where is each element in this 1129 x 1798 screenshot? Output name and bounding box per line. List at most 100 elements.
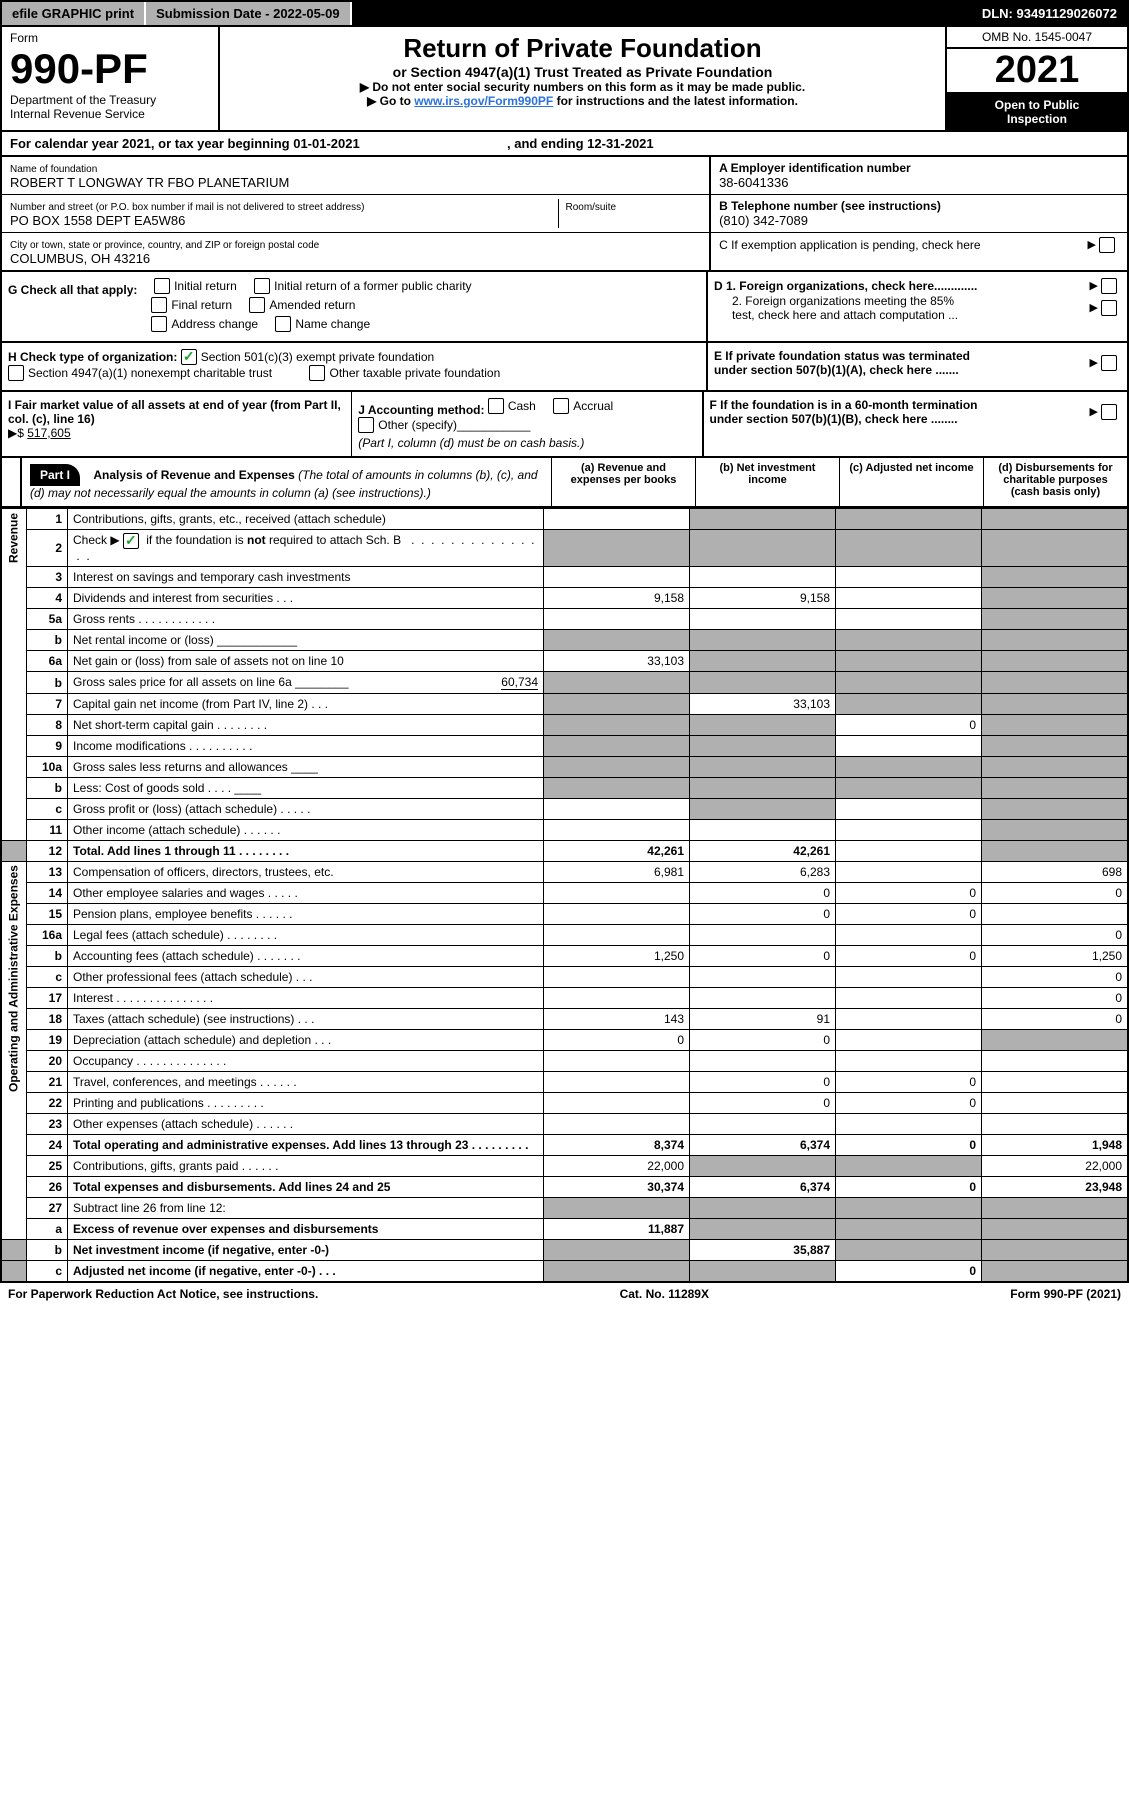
g-label: G Check all that apply:	[8, 283, 137, 297]
j-other: Other (specify)	[378, 418, 457, 432]
g-address-checkbox[interactable]	[151, 316, 167, 332]
c-checkbox[interactable]	[1099, 237, 1115, 253]
ein-label: A Employer identification number	[719, 161, 911, 175]
ij-left: I Fair market value of all assets at end…	[2, 392, 702, 456]
h-other-checkbox[interactable]	[309, 365, 325, 381]
r1-desc: Contributions, gifts, grants, etc., rece…	[68, 509, 544, 530]
foundation-name: ROBERT T LONGWAY TR FBO PLANETARIUM	[10, 175, 701, 190]
r24-b: 6,374	[690, 1135, 836, 1156]
table-row: 24Total operating and administrative exp…	[1, 1135, 1128, 1156]
r27b-desc: Net investment income (if negative, ente…	[68, 1240, 544, 1261]
r16b-num: b	[27, 946, 68, 967]
j-other-checkbox[interactable]	[358, 417, 374, 433]
ein-value: 38-6041336	[719, 175, 1119, 190]
g-name-checkbox[interactable]	[275, 316, 291, 332]
part1-title-cell: Part I Analysis of Revenue and Expenses …	[22, 458, 551, 506]
r27c-c: 0	[836, 1261, 982, 1283]
table-row: bNet investment income (if negative, ent…	[1, 1240, 1128, 1261]
top-bar: efile GRAPHIC print Submission Date - 20…	[0, 0, 1129, 27]
dln-label: DLN: 93491129026072	[972, 2, 1127, 25]
note-1: ▶ Do not enter social security numbers o…	[228, 80, 937, 94]
r6b-extra: 60,734	[501, 675, 538, 690]
r16c-desc: Other professional fees (attach schedule…	[68, 967, 544, 988]
form-number: 990-PF	[10, 45, 210, 93]
r14-b: 0	[690, 883, 836, 904]
r6b-num: b	[27, 672, 68, 694]
r21-num: 21	[27, 1072, 68, 1093]
h-501c3-checkbox[interactable]	[181, 349, 197, 365]
r17-num: 17	[27, 988, 68, 1009]
table-row: 3Interest on savings and temporary cash …	[1, 567, 1128, 588]
g-initial-former-checkbox[interactable]	[254, 278, 270, 294]
r17-desc: Interest . . . . . . . . . . . . . . .	[68, 988, 544, 1009]
r15-desc: Pension plans, employee benefits . . . .…	[68, 904, 544, 925]
e-checkbox[interactable]	[1101, 355, 1117, 371]
d1-label: D 1. Foreign organizations, check here..…	[714, 279, 977, 293]
r3-num: 3	[27, 567, 68, 588]
table-row: 5aGross rents . . . . . . . . . . . .	[1, 609, 1128, 630]
r4-num: 4	[27, 588, 68, 609]
r20-num: 20	[27, 1051, 68, 1072]
h-left: H Check type of organization: Section 50…	[2, 343, 706, 390]
table-row: bLess: Cost of goods sold . . . . ____	[1, 778, 1128, 799]
f-right: F If the foundation is in a 60-month ter…	[702, 392, 1127, 456]
table-row: 6aNet gain or (loss) from sale of assets…	[1, 651, 1128, 672]
h-4947-checkbox[interactable]	[8, 365, 24, 381]
r2-checkbox[interactable]	[123, 533, 139, 549]
r19-b: 0	[690, 1030, 836, 1051]
f-checkbox[interactable]	[1101, 404, 1117, 420]
r15-num: 15	[27, 904, 68, 925]
r16b-b: 0	[690, 946, 836, 967]
r4-b: 9,158	[690, 588, 836, 609]
j-cash-checkbox[interactable]	[488, 398, 504, 414]
d2-label: 2. Foreign organizations meeting the 85%…	[732, 294, 958, 322]
table-row: 27Subtract line 26 from line 12:	[1, 1198, 1128, 1219]
form-link[interactable]: www.irs.gov/Form990PF	[414, 94, 553, 108]
r26-num: 26	[27, 1177, 68, 1198]
table-row: 19Depreciation (attach schedule) and dep…	[1, 1030, 1128, 1051]
r8-num: 8	[27, 715, 68, 736]
footer-right: Form 990-PF (2021)	[1010, 1287, 1121, 1301]
g-amended-checkbox[interactable]	[249, 297, 265, 313]
r23-num: 23	[27, 1114, 68, 1135]
j-accrual-checkbox[interactable]	[553, 398, 569, 414]
g-final: Final return	[171, 298, 232, 312]
d2-checkbox[interactable]	[1101, 300, 1117, 316]
table-row: Revenue 1Contributions, gifts, grants, e…	[1, 509, 1128, 530]
r20-desc: Occupancy . . . . . . . . . . . . . .	[68, 1051, 544, 1072]
table-row: cOther professional fees (attach schedul…	[1, 967, 1128, 988]
col-a-head: (a) Revenue and expenses per books	[551, 458, 695, 506]
g-initial-checkbox[interactable]	[154, 278, 170, 294]
i-label: I Fair market value of all assets at end…	[8, 398, 341, 426]
dept-line2: Internal Revenue Service	[10, 107, 210, 121]
form-title: Return of Private Foundation	[228, 33, 937, 64]
g-address: Address change	[171, 317, 258, 331]
col-b-head: (b) Net investment income	[695, 458, 839, 506]
table-row: 8Net short-term capital gain . . . . . .…	[1, 715, 1128, 736]
table-row: 2Check ▶ if the foundation is not requir…	[1, 530, 1128, 567]
efile-button[interactable]: efile GRAPHIC print	[2, 2, 146, 25]
g-final-checkbox[interactable]	[151, 297, 167, 313]
r16b-d: 1,250	[982, 946, 1129, 967]
d1-checkbox[interactable]	[1101, 278, 1117, 294]
table-row: 7Capital gain net income (from Part IV, …	[1, 694, 1128, 715]
form-header: Form 990-PF Department of the Treasury I…	[0, 27, 1129, 132]
d-right: D 1. Foreign organizations, check here..…	[706, 272, 1127, 341]
part1-title: Analysis of Revenue and Expenses	[93, 468, 294, 482]
r16a-num: 16a	[27, 925, 68, 946]
r24-d: 1,948	[982, 1135, 1129, 1156]
section-g: G Check all that apply: Initial return I…	[0, 272, 1129, 343]
table-row: 12Total. Add lines 1 through 11 . . . . …	[1, 841, 1128, 862]
cal-begin: For calendar year 2021, or tax year begi…	[10, 136, 360, 151]
table-row: cGross profit or (loss) (attach schedule…	[1, 799, 1128, 820]
table-row: 21Travel, conferences, and meetings . . …	[1, 1072, 1128, 1093]
r6a-desc: Net gain or (loss) from sale of assets n…	[68, 651, 544, 672]
r10c-desc: Gross profit or (loss) (attach schedule)…	[68, 799, 544, 820]
street-cell: Number and street (or P.O. box number if…	[2, 195, 709, 233]
r22-num: 22	[27, 1093, 68, 1114]
c-cell: C If exemption application is pending, c…	[711, 233, 1127, 257]
r13-d: 698	[982, 862, 1129, 883]
r26-desc: Total expenses and disbursements. Add li…	[68, 1177, 544, 1198]
c-label: C If exemption application is pending, c…	[719, 238, 981, 252]
table-row: Operating and Administrative Expenses 13…	[1, 862, 1128, 883]
